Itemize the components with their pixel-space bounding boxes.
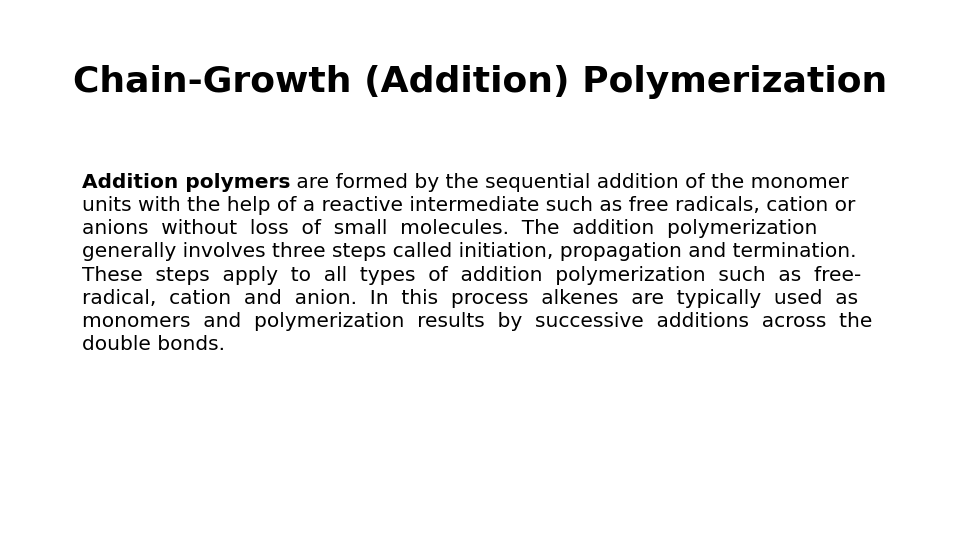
Text: radical,  cation  and  anion.  In  this  process  alkenes  are  typically  used : radical, cation and anion. In this proce… (82, 289, 857, 308)
Text: These  steps  apply  to  all  types  of  addition  polymerization  such  as  fre: These steps apply to all types of additi… (82, 266, 861, 285)
Text: double bonds.: double bonds. (82, 335, 225, 354)
Text: monomers  and  polymerization  results  by  successive  additions  across  the: monomers and polymerization results by s… (82, 312, 872, 331)
Text: are formed by the sequential addition of the monomer: are formed by the sequential addition of… (290, 173, 849, 192)
Text: Chain-Growth (Addition) Polymerization: Chain-Growth (Addition) Polymerization (73, 65, 887, 99)
Text: generally involves three steps called initiation, propagation and termination.: generally involves three steps called in… (82, 242, 856, 261)
Text: Addition polymers: Addition polymers (82, 173, 290, 192)
Text: anions  without  loss  of  small  molecules.  The  addition  polymerization: anions without loss of small molecules. … (82, 219, 817, 238)
Text: units with the help of a reactive intermediate such as free radicals, cation or: units with the help of a reactive interm… (82, 196, 855, 215)
